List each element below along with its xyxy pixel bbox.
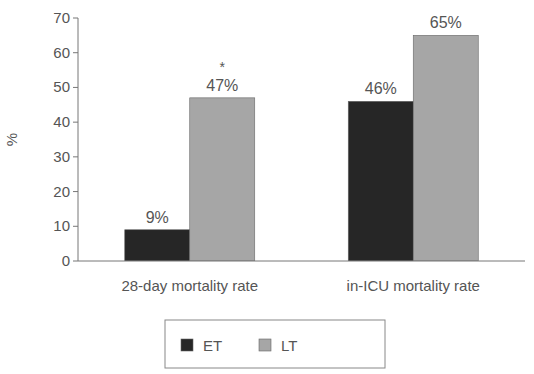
y-tick-label: 40 [53, 113, 70, 130]
y-axis-label: % [3, 133, 20, 146]
chart: 0 10 20 30 40 50 60 70% 9% 46% 47% 65% * 28-day morta… [0, 0, 534, 374]
bar [348, 101, 413, 261]
annotation: * [220, 59, 226, 75]
legend-box [165, 320, 385, 368]
legend-swatch [259, 339, 271, 351]
x-tick-label: in-ICU mortality rate [347, 277, 480, 294]
y-tick-label: 30 [53, 148, 70, 165]
bars [125, 35, 479, 261]
data-label: 9% [146, 209, 169, 226]
y-tick [73, 52, 78, 53]
y-tick [73, 122, 78, 123]
data-label: 47% [206, 77, 238, 94]
data-label: 46% [365, 80, 397, 97]
bar [413, 35, 478, 261]
y-tick-label: 50 [53, 78, 70, 95]
legend: ET LT [165, 320, 385, 368]
y-tick [73, 226, 78, 227]
y-tick-label: 20 [53, 183, 70, 200]
y-tick [73, 87, 78, 88]
y-tick [73, 191, 78, 192]
bar [190, 98, 255, 261]
legend-label: ET [203, 337, 222, 354]
legend-label: LT [281, 337, 297, 354]
bar [125, 230, 190, 261]
y-tick [73, 156, 78, 157]
y-tick-label: 70 [53, 9, 70, 26]
y-tick [73, 18, 78, 19]
legend-swatch [181, 339, 193, 351]
y-tick [73, 261, 78, 262]
x-tick-label: 28-day mortality rate [121, 277, 258, 294]
y-axis [78, 18, 79, 261]
y-tick-label: 10 [53, 217, 70, 234]
x-axis [78, 261, 525, 262]
data-label: 65% [430, 14, 462, 31]
y-tick-label: 60 [53, 44, 70, 61]
y-tick-label: 0 [62, 252, 70, 269]
